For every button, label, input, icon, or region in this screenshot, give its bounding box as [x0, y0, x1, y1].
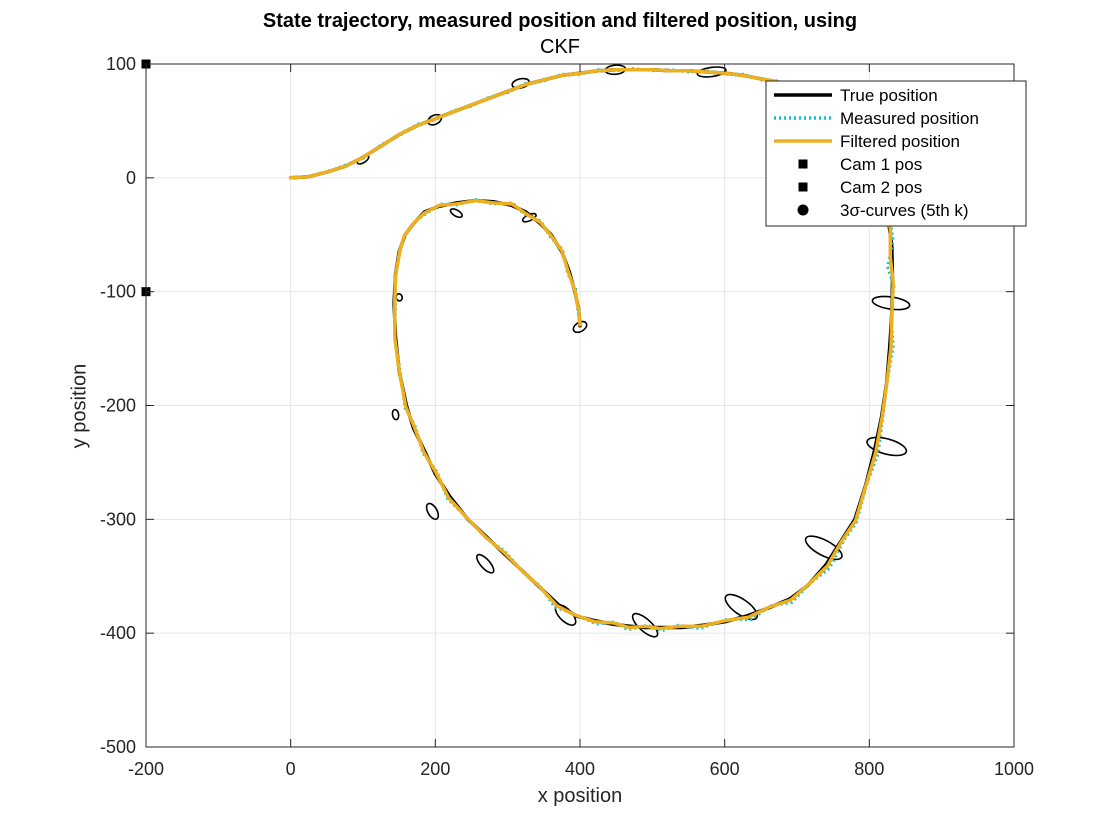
x-tick-label: 800 [854, 759, 884, 779]
legend-label: Filtered position [840, 132, 960, 151]
x-tick-label: 600 [710, 759, 740, 779]
legend-box [765, 80, 1027, 227]
sigma-ellipse [866, 436, 908, 457]
y-axis-label: y position [68, 363, 91, 449]
sigma-ellipse [631, 612, 659, 638]
sigma-ellipse [572, 320, 588, 334]
legend-label: Measured position [840, 109, 979, 128]
x-tick-label: 1000 [994, 759, 1034, 779]
chart-subtitle: CKF [540, 36, 580, 58]
legend-marker-square [798, 159, 808, 169]
y-tick-label: -500 [100, 737, 136, 757]
sigma-ellipse [475, 553, 495, 574]
legend-marker-square [798, 182, 808, 192]
y-tick-label: -200 [100, 396, 136, 416]
x-axis-label: x position [537, 785, 623, 807]
legend-label: Cam 1 pos [840, 155, 922, 174]
y-tick-label: -300 [100, 509, 136, 529]
y-tick-label: -400 [100, 623, 136, 643]
legend-marker-circle [797, 204, 809, 216]
sigma-ellipse [696, 66, 727, 78]
sigma-ellipse [449, 208, 463, 219]
x-tick-label: 200 [420, 759, 450, 779]
sigma-ellipse [804, 535, 843, 561]
legend-label: 3σ-curves (5th k) [840, 201, 969, 220]
x-tick-label: -200 [128, 759, 164, 779]
sigma-ellipse [391, 408, 400, 421]
x-tick-label: 400 [565, 759, 595, 779]
y-tick-label: 0 [126, 168, 136, 188]
legend-label: True position [840, 86, 938, 105]
y-tick-label: -100 [100, 282, 136, 302]
sigma-ellipse [425, 502, 440, 521]
x-tick-label: 0 [286, 759, 296, 779]
chart-title: State trajectory, measured position and … [262, 10, 858, 32]
series-line-filtered-position [288, 67, 895, 631]
sigma-ellipse [724, 593, 759, 621]
y-tick-label: 100 [106, 54, 136, 74]
legend-label: Cam 2 pos [840, 178, 922, 197]
